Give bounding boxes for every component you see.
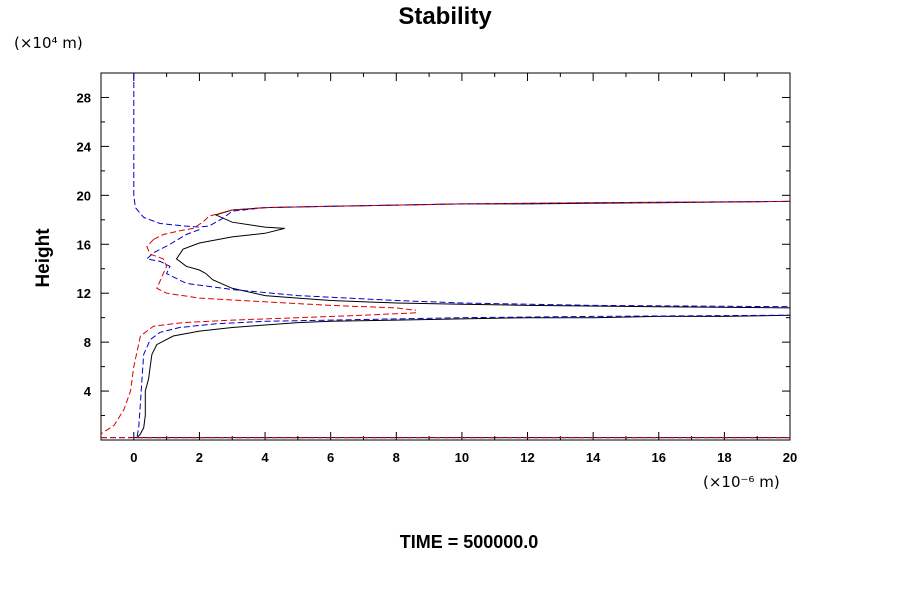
series-0-line — [136, 314, 791, 438]
x-tick-label: 16 — [652, 450, 666, 465]
time-label: TIME = 500000.0 — [400, 532, 539, 552]
series-2-line — [100, 312, 417, 435]
x-tick-label: 20 — [783, 450, 797, 465]
x-tick-label: 8 — [393, 450, 400, 465]
y-tick-label: 16 — [77, 237, 91, 252]
x-tick-label: 12 — [520, 450, 534, 465]
y-tick-label: 8 — [84, 335, 91, 350]
x-tick-label: 2 — [196, 450, 203, 465]
series-1-line — [136, 314, 791, 437]
x-tick-label: 6 — [327, 450, 334, 465]
series-1-line — [133, 73, 791, 228]
x-tick-label: 18 — [717, 450, 731, 465]
y-tick-label: 12 — [77, 286, 91, 301]
series-1-line — [145, 229, 791, 308]
series-2-line — [153, 200, 791, 240]
y-tick-label: 24 — [77, 139, 92, 154]
y-tick-label: 20 — [77, 188, 91, 203]
x-tick-label: 10 — [455, 450, 469, 465]
y-axis-label: Height — [33, 228, 54, 288]
y-tick-label: 28 — [77, 90, 91, 105]
series-0-line — [175, 200, 791, 309]
x-tick-label: 4 — [261, 450, 269, 465]
y-tick-label: 4 — [84, 384, 92, 399]
x-tick-label: 0 — [130, 450, 137, 465]
series-2-line — [146, 239, 417, 311]
y-unit-label: (×10⁴ m) — [14, 34, 83, 52]
x-tick-label: 14 — [586, 450, 601, 465]
x-unit-label: (×10⁻⁶ m) — [703, 473, 780, 491]
plot-frame — [100, 72, 791, 441]
chart-title: Stability — [398, 3, 492, 30]
series-layer — [100, 73, 791, 439]
